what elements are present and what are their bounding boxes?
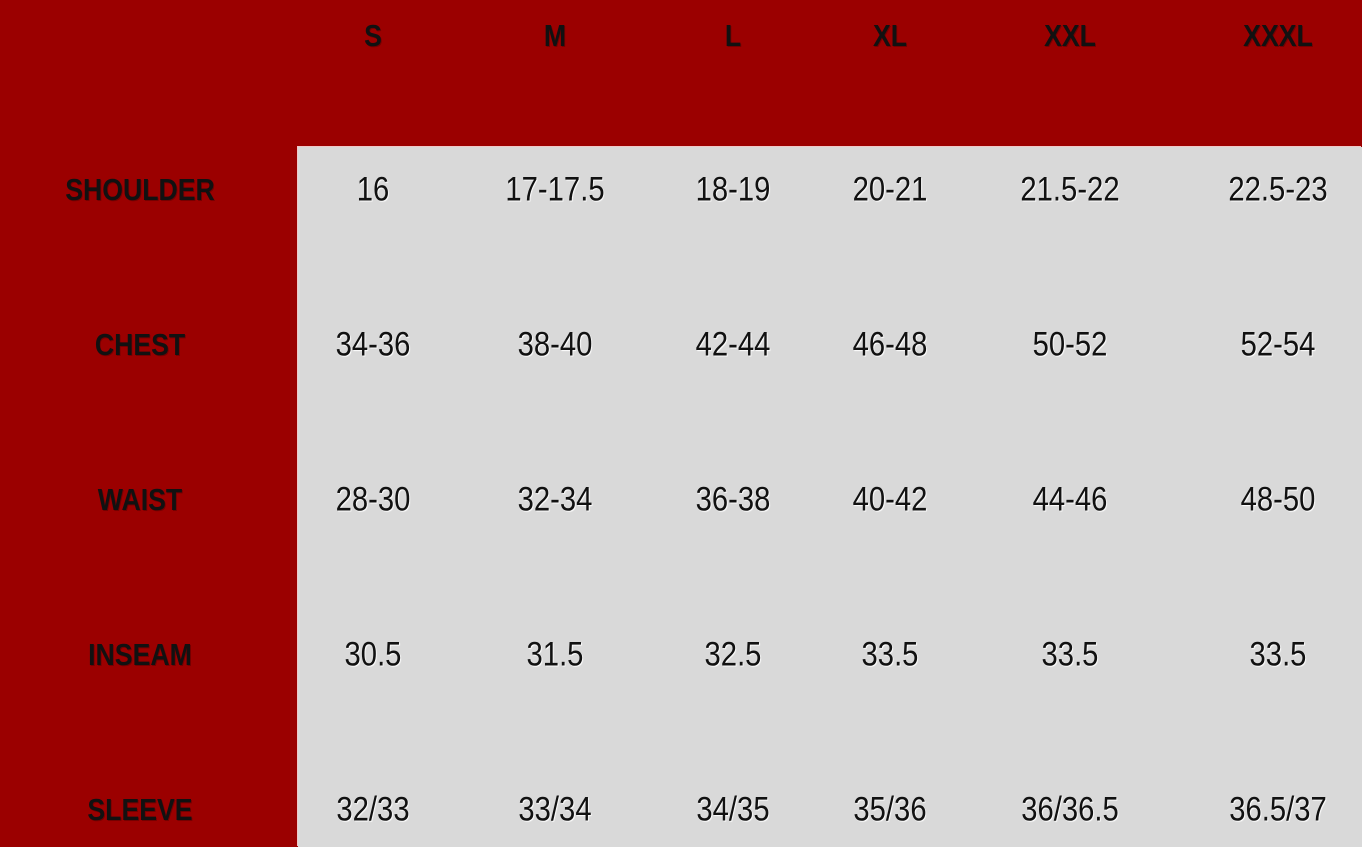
table-cell: 34/35 (696, 790, 770, 829)
table-cell: 50-52 (1032, 325, 1108, 364)
row-label: SLEEVE (87, 792, 193, 827)
row-label: WAIST (97, 482, 183, 517)
table-cell: 33/34 (518, 790, 592, 829)
size-header: XXL (1044, 18, 1096, 53)
table-cell: 48-50 (1240, 480, 1316, 519)
table-cell: 33.5 (1041, 635, 1099, 674)
row-label: INSEAM (88, 637, 192, 672)
table-cell: 36.5/37 (1229, 790, 1327, 829)
table-cell: 17-17.5 (505, 170, 605, 209)
size-header: S (364, 18, 382, 53)
table-cell: 36-38 (695, 480, 771, 519)
table-cell: 30.5 (344, 635, 402, 674)
size-header: L (724, 18, 742, 53)
table-cell: 32-34 (517, 480, 593, 519)
table-cell: 33.5 (1249, 635, 1307, 674)
table-cell: 18-19 (695, 170, 771, 209)
table-cell: 16 (356, 170, 390, 209)
table-cell: 46-48 (852, 325, 928, 364)
size-header: XL (872, 18, 908, 53)
table-cell: 42-44 (695, 325, 771, 364)
values-panel (298, 147, 1362, 847)
row-label: SHOULDER (65, 172, 215, 207)
table-cell: 20-21 (852, 170, 928, 209)
size-header: XXXL (1243, 18, 1313, 53)
table-cell: 32/33 (336, 790, 410, 829)
table-cell: 52-54 (1240, 325, 1316, 364)
table-cell: 38-40 (517, 325, 593, 364)
table-cell: 33.5 (861, 635, 919, 674)
table-cell: 44-46 (1032, 480, 1108, 519)
table-cell: 28-30 (335, 480, 411, 519)
table-cell: 40-42 (852, 480, 928, 519)
table-cell: 21.5-22 (1020, 170, 1120, 209)
table-cell: 32.5 (704, 635, 762, 674)
table-cell: 34-36 (335, 325, 411, 364)
table-cell: 22.5-23 (1228, 170, 1328, 209)
size-header: M (543, 18, 567, 53)
table-cell: 36/36.5 (1021, 790, 1119, 829)
row-label: CHEST (94, 327, 186, 362)
table-cell: 35/36 (853, 790, 927, 829)
table-cell: 31.5 (526, 635, 584, 674)
